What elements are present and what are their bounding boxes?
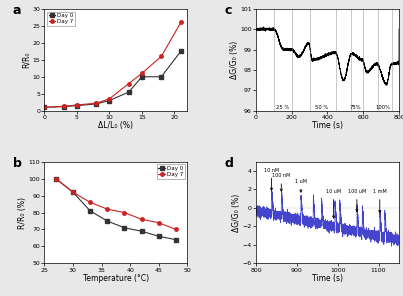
- Day 7: [71, 190, 75, 194]
- X-axis label: Temperature (°C): Temperature (°C): [83, 274, 149, 283]
- Text: 100 nM: 100 nM: [272, 173, 291, 191]
- Day 7: [105, 207, 110, 211]
- Day 7: [75, 103, 79, 107]
- Text: 100 uM: 100 uM: [348, 189, 366, 212]
- Day 0: [53, 177, 58, 180]
- Text: c: c: [224, 4, 232, 17]
- Day 0: [88, 209, 93, 213]
- Day 7: [53, 177, 58, 180]
- Text: 25 %: 25 %: [276, 105, 289, 110]
- Day 7: [159, 55, 164, 58]
- Day 0: [159, 75, 164, 78]
- X-axis label: ΔL/L₀ (%): ΔL/L₀ (%): [98, 121, 133, 130]
- Y-axis label: R/R₀ (%): R/R₀ (%): [18, 197, 27, 229]
- Day 0: [42, 106, 47, 109]
- Text: a: a: [13, 4, 21, 17]
- Text: d: d: [224, 157, 233, 170]
- Day 0: [75, 104, 79, 107]
- Day 7: [94, 102, 99, 105]
- Day 7: [179, 21, 183, 24]
- Line: Day 7: Day 7: [54, 177, 178, 231]
- Day 0: [94, 102, 99, 106]
- Day 7: [139, 218, 144, 221]
- Day 0: [105, 219, 110, 223]
- Y-axis label: ΔG/G₀ (%): ΔG/G₀ (%): [230, 41, 239, 79]
- Line: Day 7: Day 7: [43, 21, 183, 109]
- Text: 10 uM: 10 uM: [326, 189, 341, 218]
- Day 7: [88, 201, 93, 204]
- Day 7: [61, 104, 66, 108]
- Day 7: [156, 221, 161, 224]
- Day 0: [173, 238, 178, 242]
- Day 0: [127, 90, 131, 94]
- Day 7: [122, 211, 127, 214]
- Legend: Day 0, Day 7: Day 0, Day 7: [157, 164, 185, 178]
- Day 0: [107, 99, 112, 102]
- Day 0: [139, 75, 144, 78]
- Y-axis label: ΔG/G₀ (%): ΔG/G₀ (%): [232, 193, 241, 232]
- Y-axis label: R/R₀: R/R₀: [22, 52, 31, 68]
- Day 0: [179, 49, 183, 53]
- Day 0: [122, 226, 127, 230]
- Day 0: [156, 234, 161, 238]
- Text: 100%: 100%: [375, 105, 391, 110]
- Day 0: [61, 105, 66, 108]
- Legend: Day 0, Day 7: Day 0, Day 7: [47, 12, 75, 26]
- Day 0: [139, 229, 144, 233]
- Line: Day 0: Day 0: [54, 177, 178, 242]
- Line: Day 0: Day 0: [43, 49, 183, 109]
- Text: 75%: 75%: [349, 105, 361, 110]
- Text: 1 uM: 1 uM: [295, 179, 307, 192]
- Day 7: [107, 97, 112, 101]
- X-axis label: Time (s): Time (s): [312, 121, 343, 130]
- Text: 1 mM: 1 mM: [373, 189, 386, 213]
- Day 7: [127, 82, 131, 85]
- Day 7: [139, 72, 144, 75]
- Text: 10 nM: 10 nM: [264, 168, 279, 190]
- Text: b: b: [13, 157, 22, 170]
- Day 7: [173, 228, 178, 231]
- X-axis label: Time (s): Time (s): [312, 274, 343, 283]
- Day 7: [42, 106, 47, 109]
- Day 0: [71, 190, 75, 194]
- Text: 50 %: 50 %: [316, 105, 329, 110]
